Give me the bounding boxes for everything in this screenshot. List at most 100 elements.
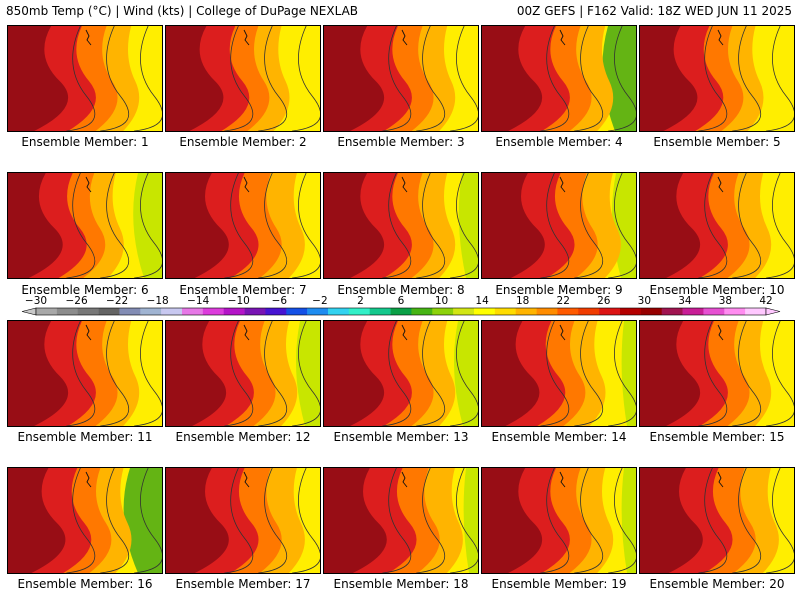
ensemble-member-label: Ensemble Member: 12: [175, 430, 311, 444]
colorbar-swatch: [432, 308, 454, 315]
colorbar-swatch: [724, 308, 746, 315]
temperature-colorbar: −30 −26 −22 −18 −14 −10 −6 −2 2 6 10 14 18 22 26 30 34 38…: [21, 295, 781, 316]
ensemble-member-label: Ensemble Member: 1: [21, 135, 149, 149]
temperature-map: [482, 173, 636, 278]
colorbar-swatch: [307, 308, 329, 315]
ensemble-map-panel: [165, 25, 321, 132]
ensemble-map-panel: [7, 467, 163, 574]
colorbar-swatch: [620, 308, 642, 315]
colorbar-swatch: [98, 308, 120, 315]
temperature-map: [166, 173, 320, 278]
colorbar-swatch: [265, 308, 287, 315]
colorbar-tick-label: 38: [719, 295, 732, 307]
colorbar-swatch: [661, 308, 683, 315]
colorbar-tick-label: −10: [228, 295, 250, 307]
colorbar-tick-label: −14: [187, 295, 209, 307]
colorbar-swatch: [161, 308, 183, 315]
ensemble-member-label: Ensemble Member: 7: [179, 283, 307, 297]
ensemble-map-panel: [481, 172, 637, 279]
colorbar-swatch: [599, 308, 621, 315]
colorbar-swatch: [182, 308, 204, 315]
colorbar-tick-label: 42: [759, 295, 772, 307]
colorbar-swatch: [369, 308, 391, 315]
colorbar-tick-label: 22: [557, 295, 570, 307]
ensemble-map-panel: [639, 172, 795, 279]
ensemble-member-label: Ensemble Member: 11: [17, 430, 153, 444]
ensemble-map-panel: [323, 172, 479, 279]
colorbar-tick-label: −6: [272, 295, 288, 307]
ensemble-map-panel: [481, 467, 637, 574]
temperature-map: [482, 321, 636, 426]
chart-title-left: 850mb Temp (°C) | Wind (kts) | College o…: [6, 4, 359, 18]
colorbar-swatch: [286, 308, 308, 315]
ensemble-member-label: Ensemble Member: 14: [491, 430, 627, 444]
colorbar-tick-label: −26: [65, 295, 87, 307]
colorbar-swatch: [536, 308, 558, 315]
temperature-map: [324, 26, 478, 131]
colorbar-swatch: [36, 308, 58, 315]
ensemble-member-label: Ensemble Member: 20: [649, 577, 785, 591]
ensemble-map-panel: [165, 172, 321, 279]
colorbar-tick-label: −2: [312, 295, 327, 307]
ensemble-member-label: Ensemble Member: 6: [21, 283, 149, 297]
ensemble-member-label: Ensemble Member: 10: [649, 283, 785, 297]
colorbar-swatch: [140, 308, 162, 315]
colorbar-tick-label: −22: [106, 295, 128, 307]
ensemble-member-label: Ensemble Member: 16: [17, 577, 153, 591]
ensemble-member-label: Ensemble Member: 18: [333, 577, 469, 591]
colorbar-tick-label: 10: [435, 295, 448, 307]
temperature-map: [166, 468, 320, 573]
colorbar-tick-label: 34: [678, 295, 692, 307]
colorbar-swatch: [640, 308, 663, 315]
temperature-map: [166, 26, 320, 131]
chart-title-right: 00Z GEFS | F162 Valid: 18Z WED JUN 11 20…: [516, 4, 792, 18]
colorbar-swatch: [578, 308, 600, 315]
colorbar-swatch: [390, 308, 412, 315]
ensemble-member-label: Ensemble Member: 13: [333, 430, 469, 444]
temperature-map: [324, 173, 478, 278]
temperature-map: [8, 26, 162, 131]
colorbar-swatch: [77, 308, 99, 315]
colorbar-swatch: [223, 308, 245, 315]
colorbar-swatch: [682, 308, 704, 315]
temperature-map: [482, 26, 636, 131]
colorbar-tick-label: 14: [475, 295, 489, 307]
temperature-map: [166, 321, 320, 426]
ensemble-member-label: Ensemble Member: 17: [175, 577, 311, 591]
ensemble-map-panel: [7, 172, 163, 279]
ensemble-map-panel: [323, 25, 479, 132]
colorbar-tick-label: −18: [147, 295, 169, 307]
colorbar-swatch: [474, 308, 496, 315]
colorbar-swatch: [515, 308, 537, 315]
colorbar-swatch: [703, 308, 725, 315]
ensemble-map-panel: [7, 320, 163, 427]
colorbar-swatch: [244, 308, 266, 315]
ensemble-member-label: Ensemble Member: 5: [653, 135, 781, 149]
colorbar-tick-label: −30: [25, 295, 47, 307]
temperature-map: [640, 468, 794, 573]
ensemble-member-label: Ensemble Member: 8: [337, 283, 465, 297]
ensemble-member-label: Ensemble Member: 3: [337, 135, 465, 149]
temperature-map: [324, 468, 478, 573]
temperature-map: [324, 321, 478, 426]
ensemble-map-panel: [165, 320, 321, 427]
colorbar-swatch: [56, 308, 79, 315]
colorbar-swatch: [745, 308, 767, 315]
ensemble-map-panel: [639, 467, 795, 574]
ensemble-map-panel: [323, 320, 479, 427]
colorbar-swatch: [453, 308, 475, 315]
colorbar-tick-label: 30: [638, 295, 651, 307]
ensemble-map-panel: [7, 25, 163, 132]
ensemble-member-label: Ensemble Member: 4: [495, 135, 623, 149]
temperature-map: [640, 321, 794, 426]
temperature-map: [8, 468, 162, 573]
colorbar-swatch: [119, 308, 141, 315]
colorbar-tick-label: 6: [398, 295, 405, 307]
temperature-map: [482, 468, 636, 573]
temperature-map: [640, 26, 794, 131]
ensemble-member-label: Ensemble Member: 19: [491, 577, 627, 591]
colorbar-tick-label: 18: [516, 295, 529, 307]
ensemble-map-panel: [323, 467, 479, 574]
colorbar-swatch: [557, 308, 579, 315]
ensemble-member-label: Ensemble Member: 9: [495, 283, 623, 297]
